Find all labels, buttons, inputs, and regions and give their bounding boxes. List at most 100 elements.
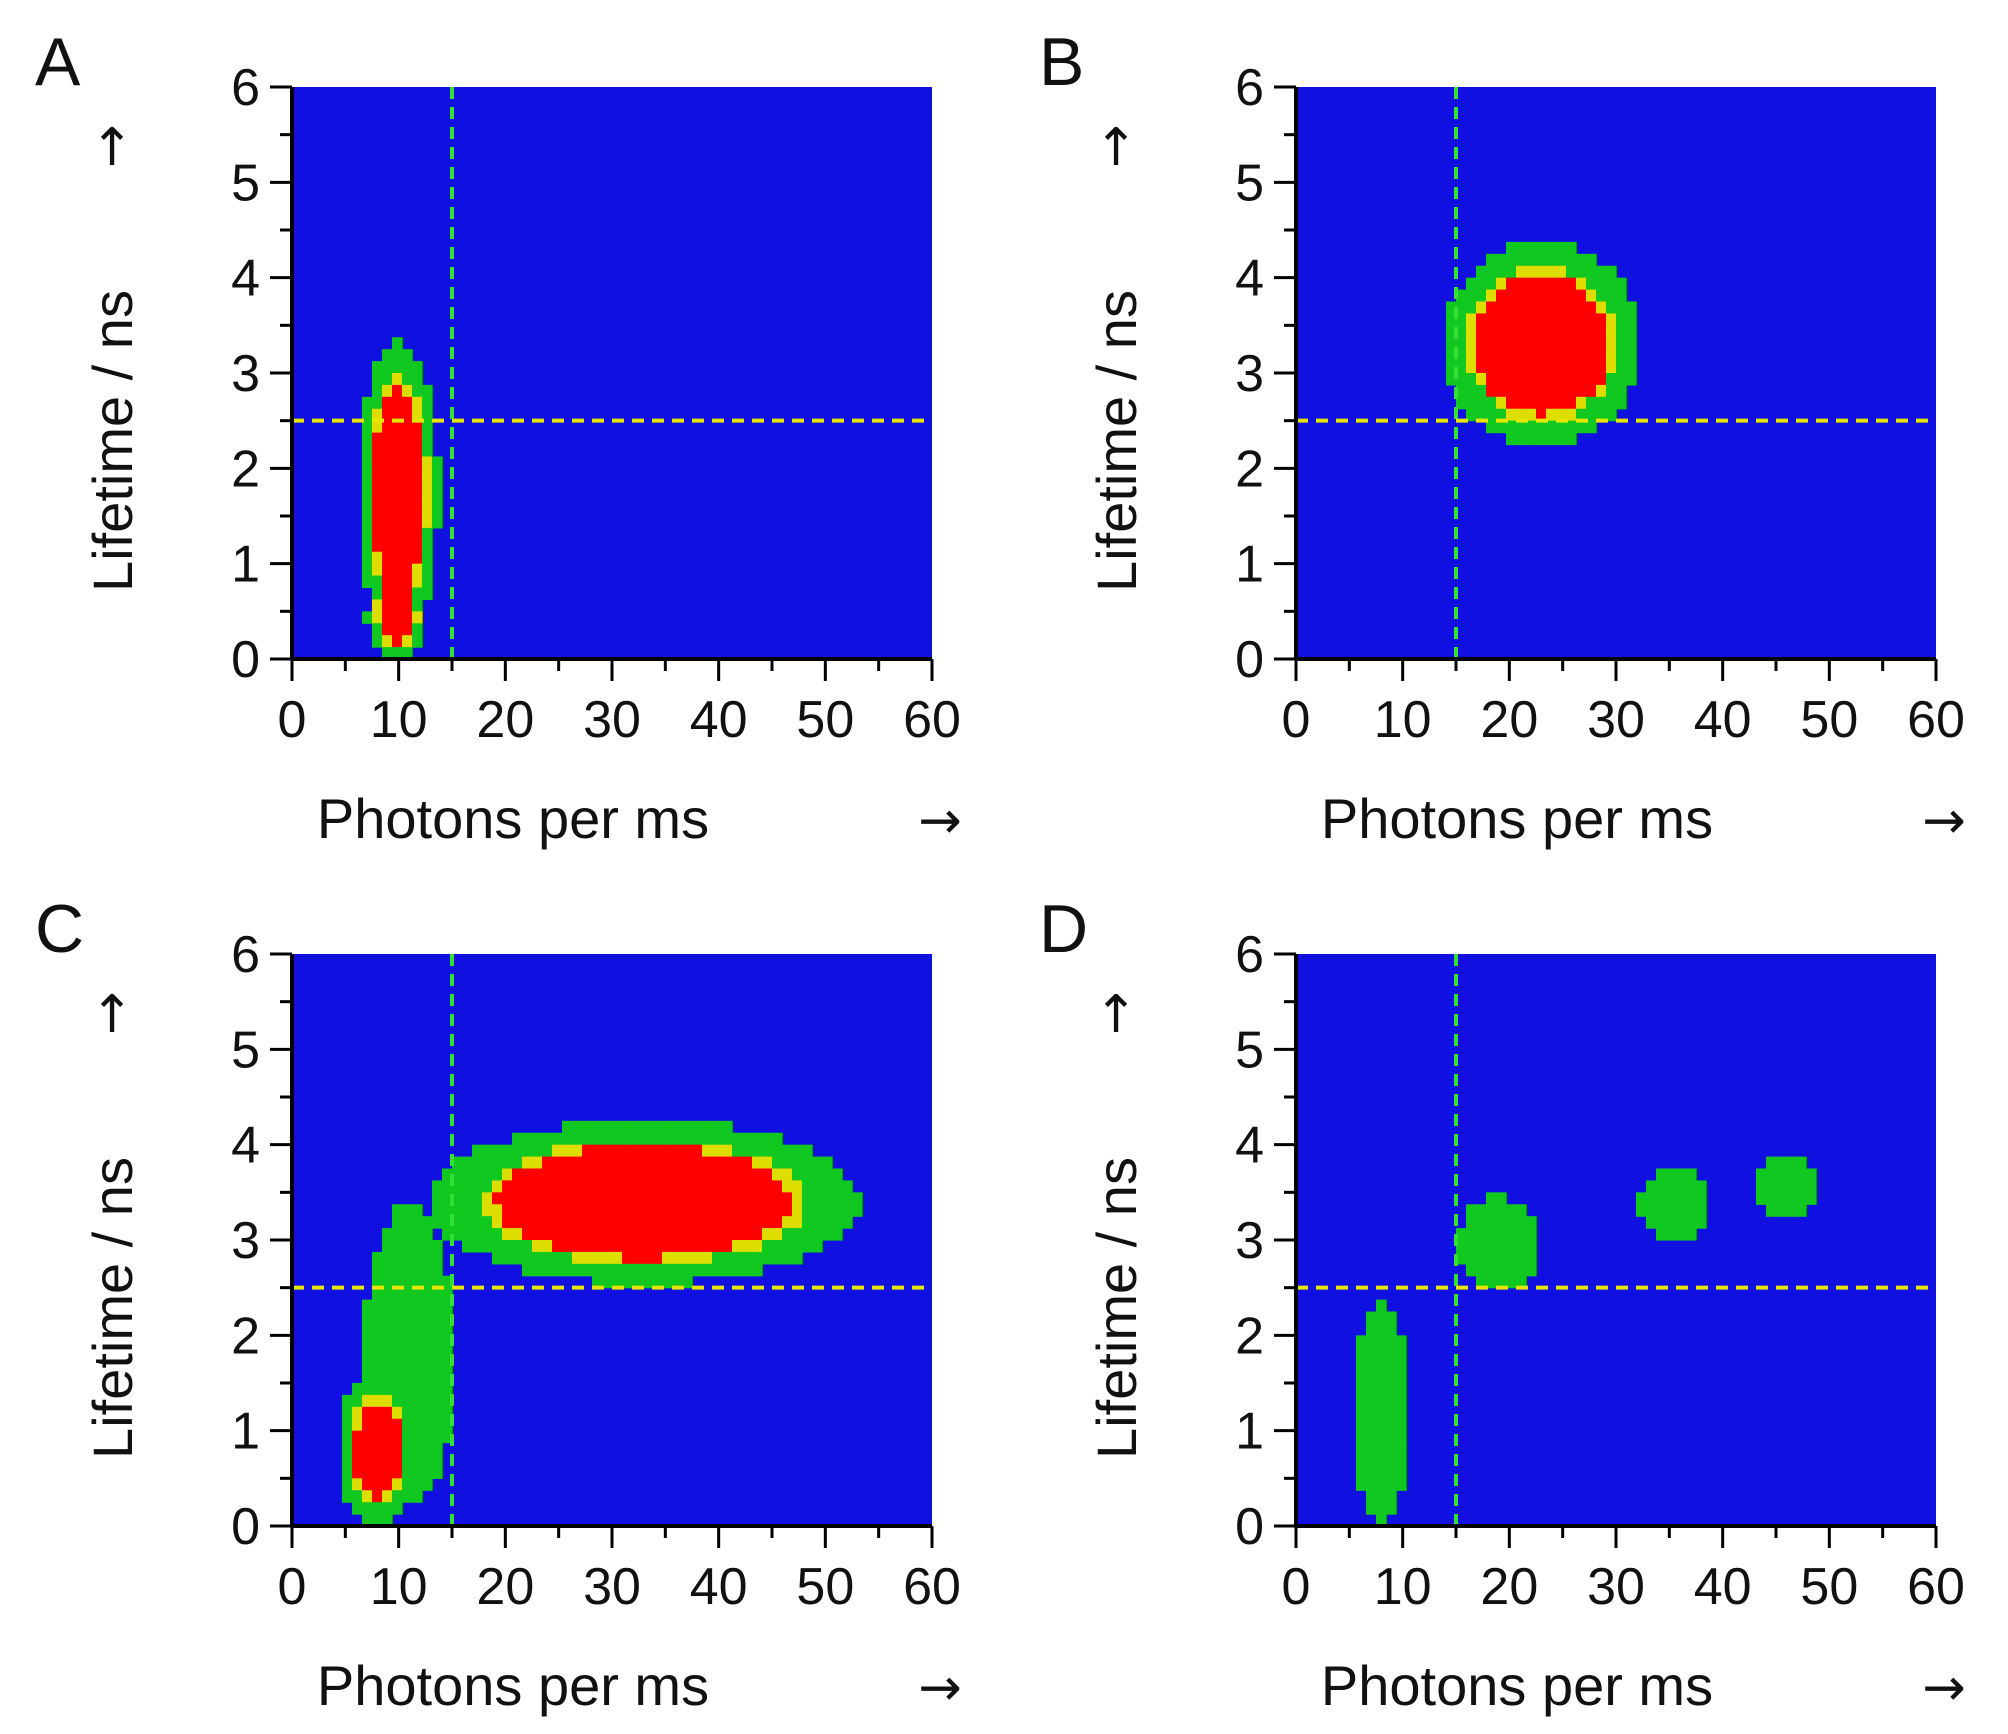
heatmap-cell (1356, 1383, 1367, 1396)
heatmap-cell (1686, 1192, 1697, 1205)
heatmap-cell (1366, 1478, 1377, 1491)
heatmap-cell (1376, 1430, 1387, 1444)
heatmap-cell (412, 408, 423, 422)
heatmap-cell (372, 1466, 383, 1479)
heatmap-cell (482, 1216, 493, 1229)
heatmap-cell (762, 1240, 773, 1253)
heatmap-cell (1456, 337, 1467, 350)
heatmap-cell (1606, 337, 1617, 350)
heatmap-cell (362, 456, 373, 469)
heatmap-cell (522, 1180, 533, 1193)
heatmap-cell (362, 468, 373, 481)
heatmap-cell (402, 1204, 413, 1217)
heatmap-cell (1466, 337, 1477, 350)
heatmap-cell (572, 1240, 583, 1253)
heatmap-cell (1656, 1192, 1667, 1205)
heatmap-cell (402, 444, 413, 458)
heatmap-cell (562, 1228, 573, 1241)
heatmap-cell (382, 373, 393, 386)
heatmap-cell (362, 1466, 373, 1479)
heatmap-cell (432, 1430, 443, 1444)
heatmap-cell (392, 1371, 403, 1384)
y-tick-label: 4 (1235, 250, 1264, 308)
heatmap-cell (632, 1156, 643, 1170)
heatmap-cell (422, 1323, 433, 1336)
heatmap-cell (1506, 277, 1517, 291)
heatmap-cell (442, 1275, 453, 1289)
heatmap-cell (742, 1156, 753, 1170)
heatmap-cell (1756, 1192, 1767, 1205)
heatmap-cell (342, 1394, 353, 1408)
heatmap-cell (532, 1204, 543, 1217)
heatmap-cell (372, 1418, 383, 1432)
y-tick-label: 5 (231, 154, 260, 212)
heatmap-cell (652, 1240, 663, 1253)
heatmap-cell (582, 1204, 593, 1217)
heatmap-cell (432, 1347, 443, 1360)
heatmap-cell (392, 623, 403, 636)
heatmap-cell (492, 1144, 503, 1158)
heatmap-cell (572, 1132, 583, 1146)
heatmap-cell (1556, 432, 1567, 446)
x-tick-label: 20 (1480, 1558, 1538, 1616)
heatmap-cell (602, 1144, 613, 1158)
heatmap-cell (1526, 301, 1537, 315)
heatmap-cell (802, 1156, 813, 1170)
heatmap-cell (1546, 349, 1557, 362)
heatmap-cell (372, 1263, 383, 1277)
heatmap-cell (772, 1251, 783, 1265)
heatmap-cell (712, 1263, 723, 1277)
y-tick-label: 4 (231, 250, 260, 308)
heatmap-cell (1526, 289, 1537, 303)
heatmap-cell (1566, 349, 1577, 362)
heatmap-cell (592, 1168, 603, 1182)
heatmap-cell (382, 1371, 393, 1384)
heatmap-cell (752, 1192, 763, 1205)
heatmap-cell (1476, 373, 1487, 386)
heatmap-cell (662, 1204, 673, 1217)
heatmap-cell (1366, 1323, 1377, 1336)
y-axis-title: Lifetime / ns (1085, 290, 1148, 592)
heatmap-cell (1776, 1180, 1787, 1193)
heatmap-cell (402, 349, 413, 362)
y-tick-label: 1 (1235, 536, 1264, 594)
heatmap-cell (412, 599, 423, 612)
heatmap-cell (492, 1156, 503, 1170)
heatmap-cell (1526, 253, 1537, 267)
heatmap-cell (1526, 1263, 1537, 1277)
heatmap-cell (382, 1299, 393, 1313)
heatmap-cell (352, 1406, 363, 1420)
heatmap-cell (1386, 1383, 1397, 1396)
heatmap-cell (432, 492, 443, 505)
heatmap-cell (632, 1180, 643, 1193)
heatmap-cell (1516, 396, 1527, 410)
heatmap-cell (682, 1275, 693, 1289)
heatmap-cell (522, 1228, 533, 1241)
heatmap-cell (1636, 1192, 1647, 1205)
heatmap-cell (462, 1168, 473, 1182)
heatmap-cell (1616, 313, 1627, 326)
heatmap-cell (1776, 1156, 1787, 1170)
heatmap-cell (1676, 1204, 1687, 1217)
x-tick-label: 0 (1282, 691, 1311, 749)
heatmap-cell (1546, 337, 1557, 350)
heatmap-cell (1466, 277, 1477, 291)
heatmap-cell (1486, 1228, 1497, 1241)
heatmap-cell (432, 1442, 443, 1456)
heatmap-cell (642, 1228, 653, 1241)
heatmap-cell (1396, 1430, 1407, 1444)
heatmap-cell (412, 527, 423, 541)
heatmap-cell (1466, 361, 1477, 374)
heatmap-cell (492, 1228, 503, 1241)
heatmap-cell (1516, 420, 1527, 434)
heatmap-cell (1676, 1216, 1687, 1229)
heatmap-cell (1486, 289, 1497, 303)
heatmap-cell (372, 361, 383, 374)
heatmap-cell (1596, 265, 1607, 279)
heatmap-cell (622, 1275, 633, 1289)
heatmap-cell (372, 1371, 383, 1384)
heatmap-cell (462, 1204, 473, 1217)
heatmap-cell (1496, 301, 1507, 315)
y-tick-label: 5 (231, 1021, 260, 1079)
heatmap-cell (422, 480, 433, 493)
